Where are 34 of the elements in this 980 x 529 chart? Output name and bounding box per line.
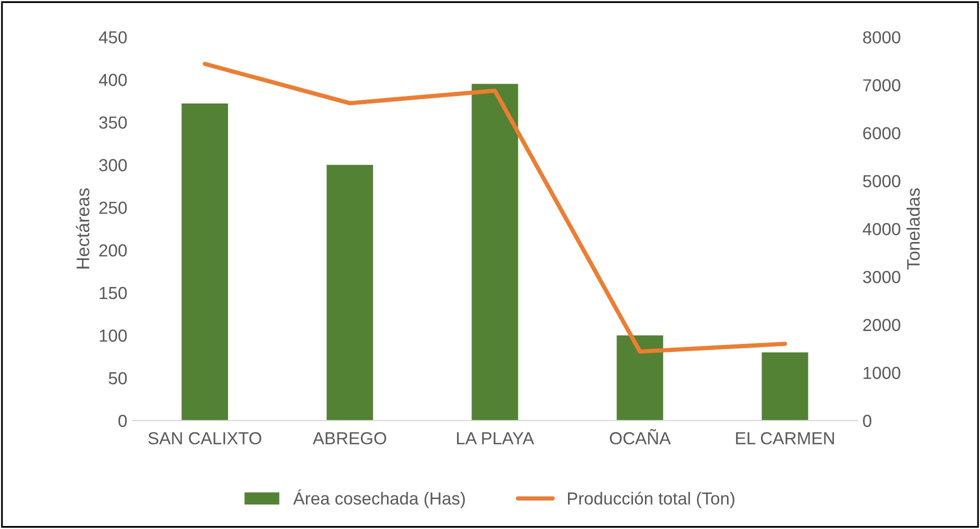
legend-label: Producción total (Ton): [568, 492, 734, 508]
y-axis-title: Hectáreas: [76, 188, 90, 268]
bar: [182, 104, 228, 421]
y2-tick-label: 7000: [863, 79, 900, 92]
y-tick-label: 250: [99, 202, 127, 214]
bar: [616, 335, 664, 421]
y2-tick-label: 2000: [863, 318, 900, 332]
y2-tick-label: 5000: [863, 175, 900, 188]
y-tick-label: 200: [99, 244, 127, 257]
y-tick-label: 100: [100, 329, 127, 342]
bar: [762, 352, 808, 421]
bar: [472, 84, 518, 421]
y-tick-label: 400: [98, 74, 127, 86]
y2-tick-label: 4000: [862, 222, 900, 236]
legend-label: Área cosechada (Has): [293, 489, 465, 508]
y2-tick-label: 3000: [863, 270, 900, 284]
y-tick-label: 0: [118, 414, 127, 428]
y2-tick-label: 6000: [863, 127, 900, 140]
y-tick-label: 350: [99, 116, 127, 129]
y-tick-label: 300: [99, 159, 127, 172]
x-tick-label: LA PLAYA: [457, 432, 534, 444]
line-series: [202, 62, 788, 354]
y-tick-label: 450: [98, 31, 127, 44]
y2-tick-label: 1000: [864, 366, 900, 380]
x-tick-label: ABREGO: [312, 432, 386, 444]
y-tick-label: 150: [100, 286, 127, 300]
y2-tick-label: 0: [863, 414, 872, 428]
y2-axis-title: Toneladas: [906, 188, 920, 270]
x-tick-label: EL CARMEN: [736, 432, 834, 444]
y-tick-label: 50: [108, 372, 127, 384]
x-tick-label: OCAÑA: [610, 429, 671, 444]
y2-tick-label: 8000: [863, 31, 900, 44]
x-tick-label: SAN CALIXTO: [148, 432, 262, 444]
bar: [326, 164, 374, 421]
